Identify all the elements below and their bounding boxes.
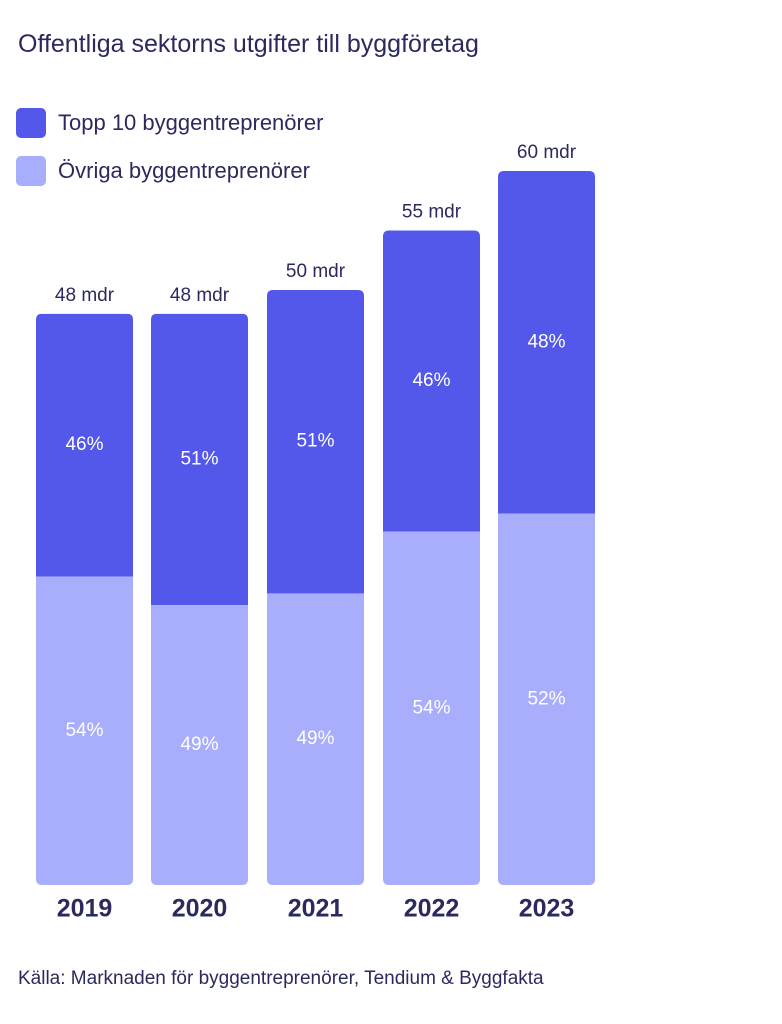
legend-item-ovriga: Övriga byggentreprenörer <box>16 156 323 186</box>
source-note: Källa: Marknaden för byggentreprenörer, … <box>18 968 544 989</box>
total-label-2023: 60 mdr <box>517 142 577 163</box>
total-label-2021: 50 mdr <box>286 261 346 282</box>
data-label-topp10-2022: 46% <box>412 370 450 391</box>
bar-segment-ovriga-2019 <box>36 576 133 885</box>
data-label-topp10-2019: 46% <box>65 434 103 455</box>
bar-segment-ovriga-2021 <box>267 593 364 885</box>
legend-swatch-topp10 <box>16 108 46 138</box>
legend-label-topp10: Topp 10 byggentreprenörer <box>58 110 324 135</box>
data-label-ovriga-2022: 54% <box>412 697 450 718</box>
bar-segment-topp10-2023 <box>498 171 595 514</box>
bar-segment-topp10-2020 <box>151 313 248 606</box>
x-tick-label-2021: 2021 <box>288 895 344 923</box>
bar-segment-ovriga-2023 <box>498 513 595 885</box>
x-tick-label-2023: 2023 <box>519 895 575 923</box>
data-label-topp10-2020: 51% <box>180 448 218 469</box>
data-label-topp10-2023: 48% <box>527 331 565 352</box>
x-tick-label-2020: 2020 <box>172 895 228 923</box>
data-label-topp10-2021: 51% <box>296 431 334 452</box>
legend-label-ovriga: Övriga byggentreprenörer <box>58 158 310 183</box>
total-label-2020: 48 mdr <box>170 285 230 306</box>
total-label-2022: 55 mdr <box>402 202 462 223</box>
data-label-ovriga-2021: 49% <box>296 728 334 749</box>
x-tick-label-2019: 2019 <box>57 895 113 923</box>
data-label-ovriga-2020: 49% <box>180 734 218 755</box>
total-label-2019: 48 mdr <box>55 285 115 306</box>
chart-title: Offentliga sektorns utgifter till byggfö… <box>18 30 479 58</box>
legend: Topp 10 byggentreprenörer Övriga byggent… <box>16 108 323 204</box>
legend-swatch-ovriga <box>16 156 46 186</box>
bar-segment-ovriga-2022 <box>383 531 480 885</box>
bar-segment-ovriga-2020 <box>151 605 248 885</box>
legend-item-topp10: Topp 10 byggentreprenörer <box>16 108 323 138</box>
data-label-ovriga-2023: 52% <box>527 688 565 709</box>
x-tick-label-2022: 2022 <box>404 895 460 923</box>
bar-segment-topp10-2021 <box>267 290 364 594</box>
bar-segment-topp10-2022 <box>383 230 480 532</box>
bar-segment-topp10-2019 <box>36 313 133 577</box>
data-label-ovriga-2019: 54% <box>65 720 103 741</box>
